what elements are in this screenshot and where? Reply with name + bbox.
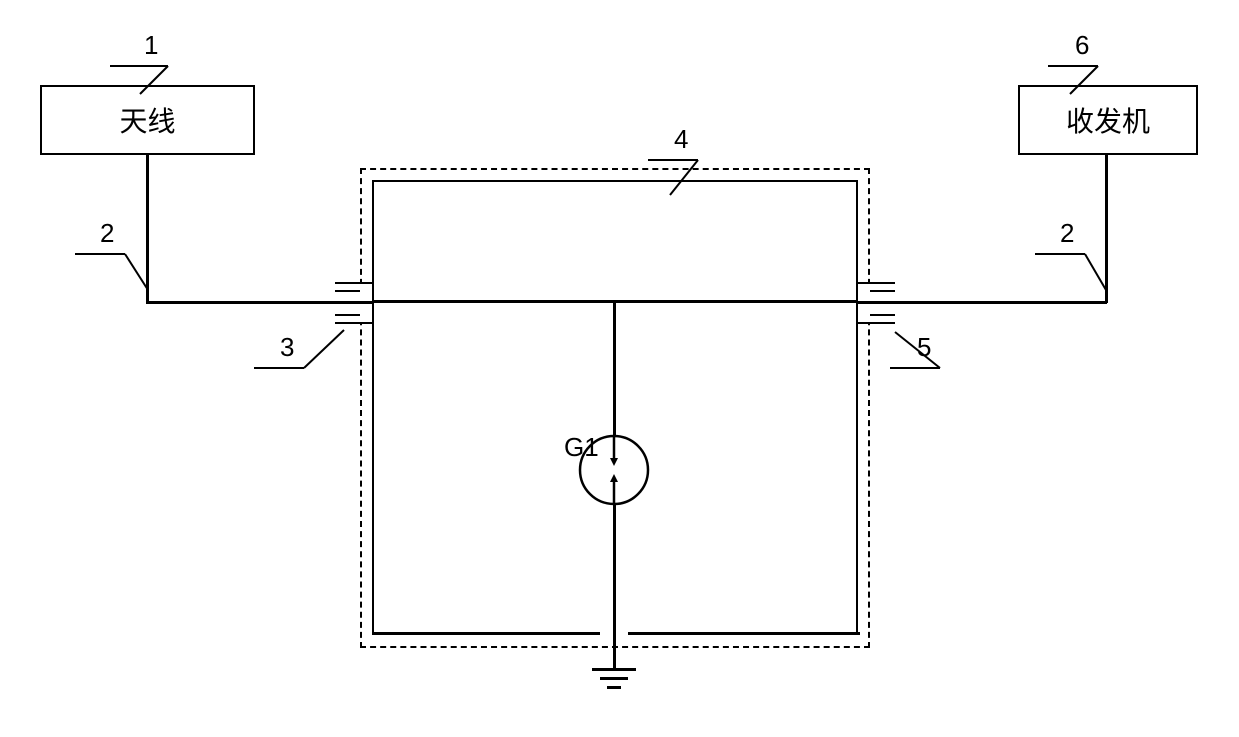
- circuit-diagram: 天线 收发机 G1 1: [0, 0, 1239, 737]
- ref-label-6: 6: [1075, 30, 1089, 61]
- leader-6: [0, 0, 1239, 737]
